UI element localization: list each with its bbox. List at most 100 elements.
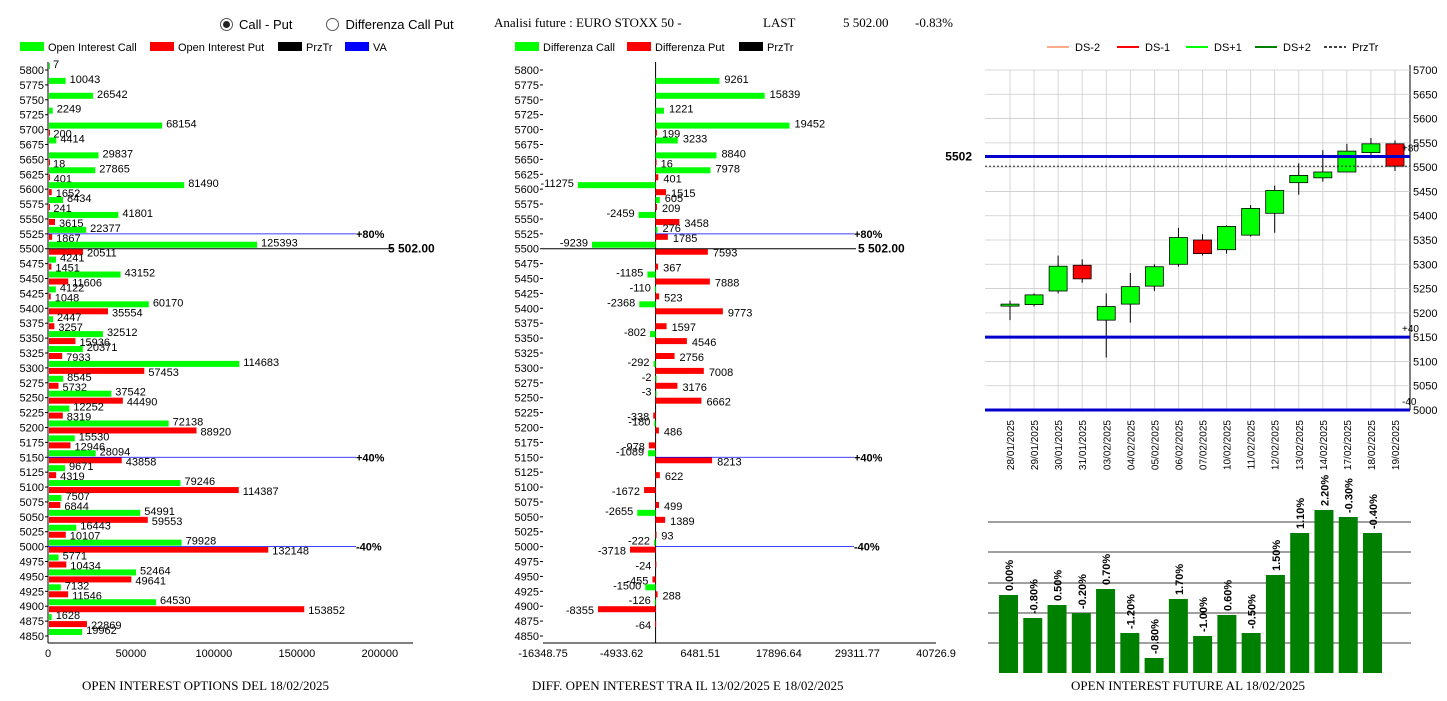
diff-call-value: -110 xyxy=(630,282,651,294)
fut-oi-bar-label: 1.70% xyxy=(1174,564,1186,595)
oi-call-bar xyxy=(49,629,83,635)
diff-strike-label: 4900 xyxy=(515,601,539,613)
fut-y-tick-label: 5600 xyxy=(1413,114,1437,126)
last-value: 5 502.00 xyxy=(843,15,889,30)
fut-date-label: 03/02/2025 xyxy=(1102,420,1113,470)
fut-oi-bar xyxy=(1168,599,1188,673)
oi-call-bar xyxy=(49,182,185,189)
oi-put-bar xyxy=(49,427,197,434)
oi-put-value: 11606 xyxy=(72,278,102,290)
oi-strike-label: 5125 xyxy=(20,467,44,479)
fut-oi-bar xyxy=(1047,605,1067,673)
diff-put-bar xyxy=(655,189,667,196)
diff-put-value: 288 xyxy=(663,590,681,602)
oi-call-bar xyxy=(49,152,99,159)
diff-put-bar xyxy=(652,576,656,583)
oi-put-bar xyxy=(49,338,76,345)
oi-call-bar xyxy=(49,271,121,278)
radio-call-put[interactable]: Call - Put xyxy=(220,17,292,32)
diff-x-tick-label: 6481.51 xyxy=(680,648,720,660)
oi-strike-label: 5750 xyxy=(20,95,44,107)
oi-put-value: 49641 xyxy=(135,575,166,587)
oi-call-value: 68154 xyxy=(166,119,197,131)
oi-put-value: 114387 xyxy=(243,486,279,498)
diff-strike-label: 5750 xyxy=(515,95,539,107)
fut-date-label: 13/02/2025 xyxy=(1295,420,1306,470)
oi-put-value: 200 xyxy=(53,129,71,141)
fut-level-label: +80 xyxy=(1402,143,1419,154)
oi-strike-label: 5650 xyxy=(20,154,44,166)
oi-put-bar xyxy=(49,248,84,255)
fut-legend-label-3: DS+2 xyxy=(1283,42,1311,54)
oi-x-tick-label: 200000 xyxy=(361,648,398,660)
diff-call-bar xyxy=(655,390,657,397)
fut-oi-bar-label: 0.60% xyxy=(1222,580,1234,611)
fut-date-label: 18/02/2025 xyxy=(1367,420,1378,470)
radio-differenza-dot[interactable] xyxy=(326,18,340,31)
diff-strike-label: 5025 xyxy=(515,527,539,539)
oi-put-bar xyxy=(49,323,55,330)
diff-call-bar xyxy=(638,211,656,218)
oi-call-value: 26542 xyxy=(97,89,128,101)
diff-call-value: -292 xyxy=(628,357,650,369)
diff-put-bar xyxy=(655,278,710,285)
oi-put-bar xyxy=(49,367,145,374)
oi-call-bar xyxy=(49,360,240,367)
diff-strike-label: 4875 xyxy=(515,616,539,628)
oi-call-bar xyxy=(49,197,63,204)
diff-strike-label: 4850 xyxy=(515,631,539,643)
oi-strike-label: 5250 xyxy=(20,393,44,405)
fut-date-label: 30/01/2025 xyxy=(1054,420,1065,470)
oi-strike-label: 4950 xyxy=(20,571,44,583)
diff-put-bar xyxy=(655,382,678,389)
oi-va-label: +80% xyxy=(356,229,385,241)
oi-call-value: 9671 xyxy=(69,461,93,473)
diff-put-value: -455 xyxy=(626,575,648,587)
oi-put-bar xyxy=(49,561,67,568)
diff-put-value: 1785 xyxy=(673,233,697,245)
oi-call-value: 10043 xyxy=(70,74,101,86)
oi-put-value: 57453 xyxy=(148,367,179,379)
diff-strike-label: 5375 xyxy=(515,318,539,330)
fut-date-label: 05/02/2025 xyxy=(1150,420,1161,470)
oi-va-label: -40% xyxy=(356,542,382,554)
fut-level-label: -40 xyxy=(1402,397,1417,408)
legend-swatch-1 xyxy=(150,42,174,51)
fut-y-tick-label: 5150 xyxy=(1413,332,1437,344)
diff-strike-label: 5325 xyxy=(515,348,539,360)
radio-call-put-dot[interactable] xyxy=(220,18,233,31)
fut-legend-label-4: PrzTr xyxy=(1352,42,1379,54)
oi-strike-label: 5325 xyxy=(20,348,44,360)
diff-strike-label: 5175 xyxy=(515,437,539,449)
diff-call-value: 8840 xyxy=(721,148,745,160)
oi-call-value: 72138 xyxy=(173,416,204,428)
oi-put-value: 88920 xyxy=(201,426,232,438)
diff-put-bar xyxy=(655,457,713,464)
oi-call-bar xyxy=(49,554,59,561)
oi-call-bar xyxy=(49,614,52,621)
oi-call-bar xyxy=(49,524,77,531)
diff-put-value: 8213 xyxy=(717,456,741,468)
fut-y-tick-label: 5500 xyxy=(1413,162,1437,174)
diff-put-value: 1389 xyxy=(670,516,694,528)
fut-y-tick-label: 5350 xyxy=(1413,235,1437,247)
legend-swatch-0 xyxy=(515,42,539,51)
oi-call-bar xyxy=(49,509,141,516)
diff-put-bar xyxy=(655,263,659,270)
radio-differenza[interactable]: Differenza Call Put xyxy=(326,17,454,32)
fut-oi-bar-label: 0.00% xyxy=(1004,560,1016,591)
oi-strike-label: 5400 xyxy=(20,303,44,315)
oi-call-value: 20371 xyxy=(87,342,118,354)
fut-last-label: 5502 xyxy=(945,149,972,163)
diff-call-value: -2368 xyxy=(607,297,635,309)
legend-label-2: PrzTr xyxy=(306,42,333,54)
fut-candle-body xyxy=(1072,264,1092,280)
diff-va-label: +80% xyxy=(854,229,883,241)
diff-strike-label: 4950 xyxy=(515,571,539,583)
oi-call-value: 2249 xyxy=(57,104,81,116)
fut-y-tick-label: 5550 xyxy=(1413,138,1437,150)
oi-x-tick-label: 0 xyxy=(45,648,51,660)
diff-put-value: 7008 xyxy=(709,367,733,379)
oi-put-bar xyxy=(49,606,305,613)
fut-y-tick-label: 5300 xyxy=(1413,259,1437,271)
